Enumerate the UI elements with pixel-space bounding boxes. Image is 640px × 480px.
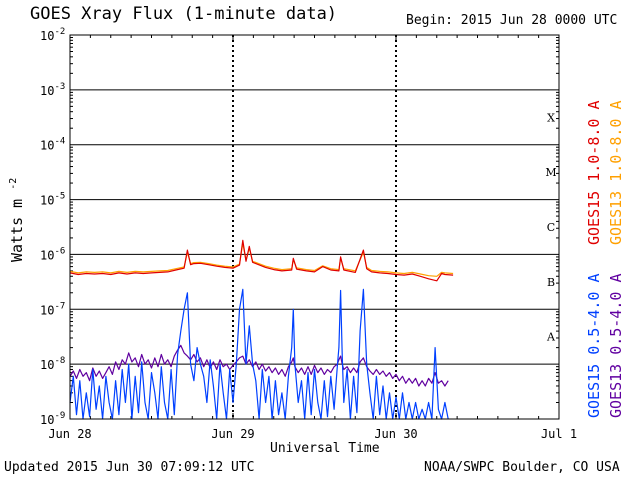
begin-time: Begin: 2015 Jun 28 0000 UTC xyxy=(406,13,618,28)
flare-class-label: M xyxy=(545,166,556,179)
y-tick-label: 10-6 xyxy=(40,246,65,262)
flare-class-label: C xyxy=(547,221,555,234)
x-tick-label: Jun 28 xyxy=(48,427,91,441)
credit-text: NOAA/SWPC Boulder, CO USA xyxy=(424,460,620,475)
y-tick-label: 10-5 xyxy=(40,192,65,208)
y-tick-label: 10-2 xyxy=(40,27,65,43)
x-tick-label: Jun 29 xyxy=(211,427,254,441)
y-tick-label: 10-9 xyxy=(40,411,65,427)
flare-class-label: B xyxy=(547,276,555,289)
updated-timestamp: Updated 2015 Jun 30 07:09:12 UTC xyxy=(4,460,255,475)
flare-class-label: A xyxy=(546,331,556,344)
chart-title: GOES Xray Flux (1-minute data) xyxy=(30,4,338,24)
series-line-1 xyxy=(69,242,454,277)
flare-class-label: X xyxy=(547,111,555,124)
series-line-2 xyxy=(69,288,449,420)
y-tick-label: 10-4 xyxy=(40,137,65,153)
x-axis-label: Universal Time xyxy=(270,441,380,456)
plot-frame xyxy=(69,34,560,420)
series-line-3 xyxy=(69,344,449,387)
y-tick-label: 10-8 xyxy=(40,356,65,372)
y-tick-label: 10-3 xyxy=(40,82,65,98)
y-tick-label: 10-7 xyxy=(40,301,65,317)
x-tick-label: Jul 1 xyxy=(541,427,577,441)
series-line-0 xyxy=(69,239,454,282)
x-tick-label: Jun 30 xyxy=(374,427,417,441)
